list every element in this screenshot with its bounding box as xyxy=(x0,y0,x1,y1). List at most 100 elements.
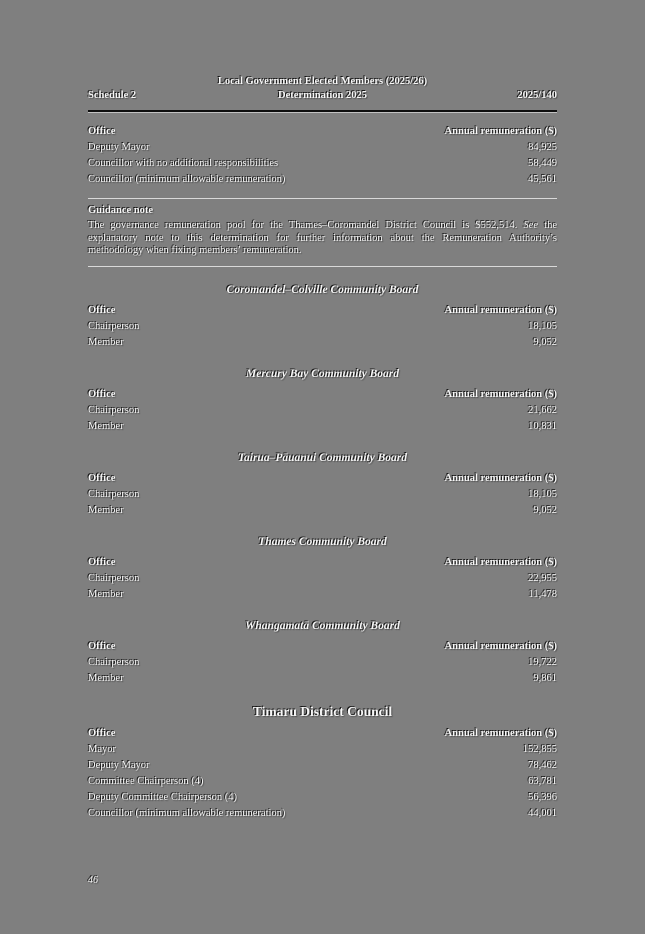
table-row: Chairperson 21,662 xyxy=(88,403,557,419)
office-cell: Member xyxy=(88,588,124,600)
table-row: Mayor 152,855 xyxy=(88,742,557,758)
table-row: Committee Chairperson (4) 63,781 xyxy=(88,774,557,790)
amount-cell: 18,105 xyxy=(528,320,557,332)
office-cell: Deputy Mayor xyxy=(88,142,150,153)
office-column-header: Office xyxy=(88,472,116,484)
section-heading: Tairua–Pāuanui Community Board xyxy=(238,451,407,464)
guidance-text-after: the explanatory note to this determinati… xyxy=(88,220,557,256)
schedule-label: Schedule 2 xyxy=(88,90,137,101)
table-row: Chairperson 19,722 xyxy=(88,655,557,671)
table-header-row: Office Annual remuneration ($) xyxy=(88,124,557,140)
instrument-number: 2025/140 xyxy=(517,90,557,101)
amount-column-header: Annual remuneration ($) xyxy=(444,126,557,137)
office-column-header: Office xyxy=(88,556,116,568)
remuneration-table: Office Annual remuneration ($) Deputy Ma… xyxy=(88,124,557,188)
office-cell: Committee Chairperson (4) xyxy=(88,775,204,787)
office-cell: Chairperson xyxy=(88,488,140,500)
table-row: Member 11,478 xyxy=(88,587,557,603)
office-column-header: Office xyxy=(88,304,116,316)
section-heading: Mercury Bay Community Board xyxy=(245,367,400,380)
office-cell: Chairperson xyxy=(88,404,140,416)
amount-cell: 10,831 xyxy=(528,420,557,432)
amount-cell: 11,478 xyxy=(528,588,558,600)
office-cell: Member xyxy=(88,420,124,432)
office-cell: Deputy Mayor xyxy=(88,759,150,771)
remuneration-table: Coromandel–Colville Community Board Offi… xyxy=(88,283,557,351)
amount-column-header: Annual remuneration ($) xyxy=(444,388,557,400)
running-head: Local Government Elected Members (2025/2… xyxy=(88,76,557,112)
office-cell: Deputy Committee Chairperson (4) xyxy=(88,791,238,803)
office-cell: Mayor xyxy=(88,743,116,755)
office-cell: Chairperson xyxy=(88,320,140,332)
sections-host: Coromandel–Colville Community Board Offi… xyxy=(88,283,557,822)
header-rule xyxy=(88,110,557,112)
table-row: Member 9,052 xyxy=(88,503,557,519)
amount-cell: 63,781 xyxy=(528,775,557,787)
amount-cell: 45,561 xyxy=(528,174,557,185)
table-header-row: Office Annual remuneration ($) xyxy=(88,303,557,319)
office-column-header: Office xyxy=(88,640,116,652)
office-cell: Councillor with no additional responsibi… xyxy=(88,158,279,169)
remuneration-table: Timaru District Council Office Annual re… xyxy=(88,703,557,822)
office-cell: Member xyxy=(88,504,124,516)
guidance-text-before: The governance remuneration pool for the… xyxy=(88,220,524,231)
office-cell: Member xyxy=(88,672,124,684)
guidance-note-title: Guidance note xyxy=(88,205,154,216)
amount-column-header: Annual remuneration ($) xyxy=(444,640,557,652)
remuneration-table: Whangamatā Community Board Office Annual… xyxy=(88,619,557,687)
office-cell: Chairperson xyxy=(88,572,140,584)
amount-cell: 22,955 xyxy=(528,572,557,584)
remuneration-table: Thames Community Board Office Annual rem… xyxy=(88,535,557,603)
table-row: Deputy Mayor 78,462 xyxy=(88,758,557,774)
section-heading: Timaru District Council xyxy=(252,703,393,719)
amount-cell: 18,105 xyxy=(528,488,557,500)
section-heading: Thames Community Board xyxy=(258,535,387,548)
table-row: Member 10,831 xyxy=(88,419,557,435)
table-row: Councillor (minimum allowable remunerati… xyxy=(88,806,557,822)
document-title-line2: Determination 2025 xyxy=(278,90,367,101)
amount-cell: 19,722 xyxy=(528,656,557,668)
first-table-host: Office Annual remuneration ($) Deputy Ma… xyxy=(88,124,557,188)
section-heading: Coromandel–Colville Community Board xyxy=(226,283,419,296)
guidance-note: Guidance note The governance remuneratio… xyxy=(88,198,557,267)
table-header-row: Office Annual remuneration ($) xyxy=(88,471,557,487)
table-row: Chairperson 22,955 xyxy=(88,571,557,587)
table-row: Chairperson 18,105 xyxy=(88,487,557,503)
amount-cell: 9,052 xyxy=(533,504,557,516)
table-header-row: Office Annual remuneration ($) xyxy=(88,387,557,403)
amount-cell: 78,462 xyxy=(528,759,557,771)
guidance-note-text: The governance remuneration pool for the… xyxy=(88,220,557,258)
amount-cell: 44,001 xyxy=(528,807,557,819)
amount-cell: 9,861 xyxy=(533,672,557,684)
amount-cell: 152,855 xyxy=(522,743,557,755)
remuneration-table: Mercury Bay Community Board Office Annua… xyxy=(88,367,557,435)
table-row: Chairperson 18,105 xyxy=(88,319,557,335)
table-row: Councillor with no additional responsibi… xyxy=(88,156,557,172)
amount-cell: 58,449 xyxy=(528,158,557,169)
amount-cell: 9,052 xyxy=(533,336,557,348)
amount-column-header: Annual remuneration ($) xyxy=(444,727,557,739)
amount-cell: 84,925 xyxy=(528,142,557,153)
page-number: 46 xyxy=(88,875,98,886)
guidance-text-italic: See xyxy=(523,220,539,231)
table-header-row: Office Annual remuneration ($) xyxy=(88,555,557,571)
remuneration-table: Tairua–Pāuanui Community Board Office An… xyxy=(88,451,557,519)
office-column-header: Office xyxy=(88,727,116,739)
office-cell: Councillor (minimum allowable remunerati… xyxy=(88,174,286,185)
table-header-row: Office Annual remuneration ($) xyxy=(88,639,557,655)
amount-column-header: Annual remuneration ($) xyxy=(444,556,557,568)
table-row: Member 9,052 xyxy=(88,335,557,351)
office-cell: Chairperson xyxy=(88,656,140,668)
amount-column-header: Annual remuneration ($) xyxy=(444,472,557,484)
document-title-line1: Local Government Elected Members (2025/2… xyxy=(217,76,428,87)
office-column-header: Office xyxy=(88,126,116,137)
amount-cell: 21,662 xyxy=(528,404,557,416)
table-row: Councillor (minimum allowable remunerati… xyxy=(88,172,557,188)
amount-column-header: Annual remuneration ($) xyxy=(444,304,557,316)
office-cell: Councillor (minimum allowable remunerati… xyxy=(88,807,286,819)
office-cell: Member xyxy=(88,336,124,348)
table-header-row: Office Annual remuneration ($) xyxy=(88,726,557,742)
table-row: Member 9,861 xyxy=(88,671,557,687)
amount-cell: 56,396 xyxy=(528,791,557,803)
